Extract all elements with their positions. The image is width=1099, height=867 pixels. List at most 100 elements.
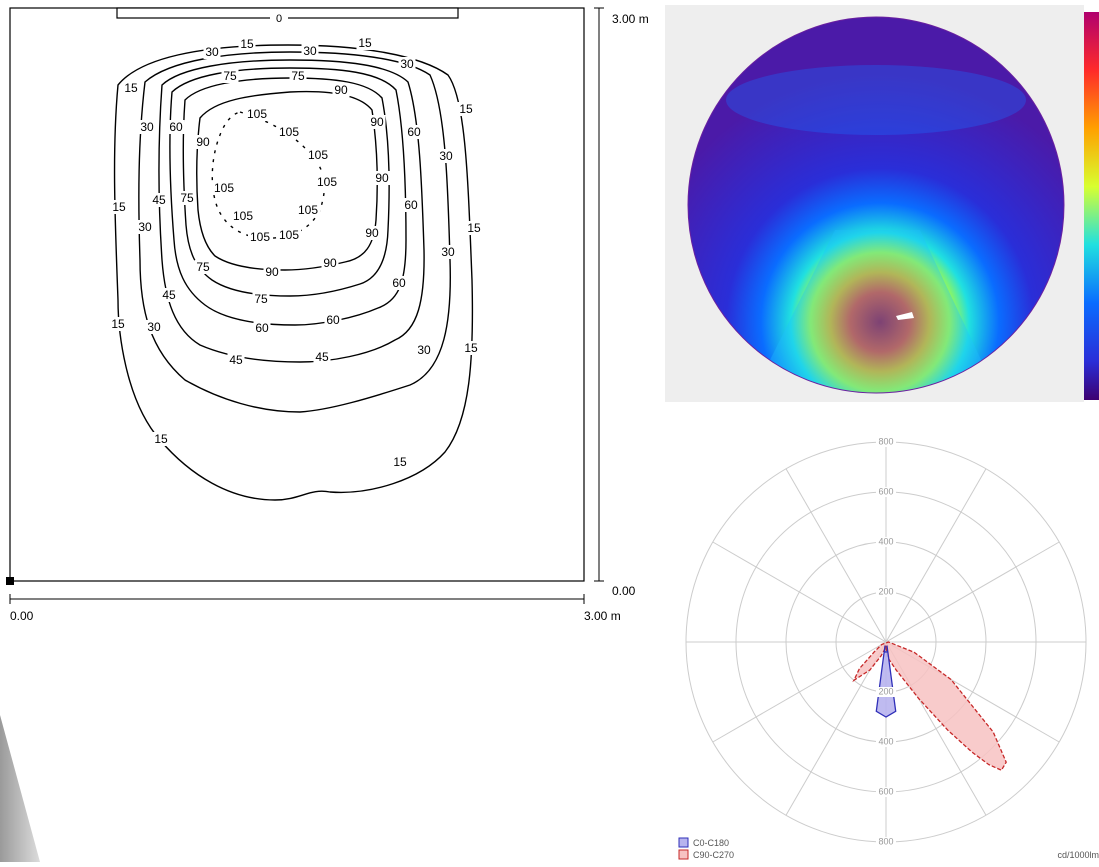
contour-label-15: 15 (152, 432, 170, 446)
contour-label-bg (313, 350, 331, 364)
isoline-60 (169, 67, 407, 326)
contour-label-text: 60 (407, 125, 421, 139)
contour-label-text: 15 (240, 37, 254, 51)
polar-grid-spoke (885, 468, 987, 643)
contour-label-30: 30 (138, 120, 156, 134)
x-axis-tick-label: 3.00 m (584, 609, 621, 623)
contour-label-60: 60 (390, 276, 408, 290)
contour-label-45: 45 (150, 193, 168, 207)
luminaire-label-bg (270, 11, 288, 24)
contour-label-text: 90 (375, 171, 389, 185)
polar-tick-label: 600 (878, 786, 893, 796)
contour-label-text: 90 (323, 256, 337, 270)
contour-label-text: 90 (265, 265, 279, 279)
polar-grid-spoke (885, 541, 1060, 643)
colorbar (1084, 12, 1099, 400)
contour-label-text: 45 (229, 353, 243, 367)
polar-tick-label-bg (876, 487, 896, 497)
contour-label-15: 15 (465, 221, 483, 235)
contour-label-30: 30 (145, 320, 163, 334)
contour-label-bg (122, 81, 140, 95)
polar-tick-label: 400 (878, 736, 893, 746)
contour-label-105: 105 (296, 203, 320, 217)
contour-label-bg (238, 37, 256, 51)
contour-label-30: 30 (415, 343, 433, 357)
isoline-45 (158, 59, 425, 363)
polar-tick-label-bg (876, 737, 896, 747)
contour-label-bg (462, 341, 480, 355)
contour-label-text: 45 (162, 288, 176, 302)
contour-label-text: 60 (392, 276, 406, 290)
contour-label-30: 30 (136, 220, 154, 234)
contour-label-text: 105 (233, 209, 253, 223)
polar-tick-label: 800 (878, 836, 893, 846)
contour-label-105: 105 (315, 175, 339, 189)
contour-label-90: 90 (373, 171, 391, 185)
plot-frame (9, 7, 585, 582)
contour-label-text: 30 (441, 245, 455, 259)
contour-label-45: 45 (160, 288, 178, 302)
contour-label-bg (390, 276, 408, 290)
contour-label-text: 105 (247, 107, 267, 121)
contour-label-60: 60 (324, 313, 342, 327)
contour-label-bg (109, 317, 127, 331)
contour-label-15: 15 (457, 102, 475, 116)
contour-label-bg (356, 36, 374, 50)
contour-label-bg (363, 226, 381, 240)
contour-label-text: 30 (138, 220, 152, 234)
legend-label-c0: C0-C180 (693, 838, 729, 848)
contour-label-bg (136, 220, 154, 234)
contour-label-75: 75 (289, 69, 307, 83)
contour-label-75: 75 (252, 292, 270, 306)
contour-label-bg (263, 265, 281, 279)
contour-label-105: 105 (231, 209, 255, 223)
contour-label-90: 90 (263, 265, 281, 279)
contour-label-bg (231, 209, 255, 223)
y-axis-tick-label: 3.00 m (612, 12, 649, 26)
contour-label-15: 15 (391, 455, 409, 469)
contour-label-bg (301, 44, 319, 58)
contour-label-90: 90 (368, 115, 386, 129)
polar-grid-spoke (712, 641, 887, 743)
contour-label-bg (402, 198, 420, 212)
contour-label-bg (437, 149, 455, 163)
contour-label-30: 30 (203, 45, 221, 59)
polar-grid (685, 441, 1087, 843)
contour-label-text: 60 (255, 321, 269, 335)
contour-label-text: 15 (459, 102, 473, 116)
contour-label-text: 15 (124, 81, 138, 95)
y-axis-tick-label: 0.00 (612, 584, 636, 598)
contour-label-bg (439, 245, 457, 259)
contour-label-60: 60 (167, 120, 185, 134)
isolines (113, 44, 474, 501)
contour-label-bg (332, 83, 350, 97)
contour-label-105: 105 (277, 228, 301, 242)
contour-label-75: 75 (194, 260, 212, 274)
contour-label-bg (368, 115, 386, 129)
contour-label-45: 45 (313, 350, 331, 364)
contour-label-60: 60 (253, 321, 271, 335)
corner-shade (0, 715, 40, 862)
contour-label-text: 15 (358, 36, 372, 50)
contour-label-105: 105 (277, 125, 301, 139)
contour-label-15: 15 (356, 36, 374, 50)
contour-label-text: 30 (205, 45, 219, 59)
contour-label-bg (277, 228, 301, 242)
isoline-75 (182, 77, 390, 297)
contour-plot: 0 0.00 3.00 m 3.00 m 0.00 15 15 15 15 15 15 15… (6, 7, 649, 623)
contour-label-text: 105 (308, 148, 328, 162)
legend-label-c90: C90-C270 (693, 850, 734, 860)
contour-label-text: 30 (140, 120, 154, 134)
contour-label-105: 105 (212, 181, 236, 195)
contour-label-text: 75 (254, 292, 268, 306)
contour-label-text: 15 (467, 221, 481, 235)
contour-label-105: 105 (248, 230, 272, 244)
contour-label-bg (167, 120, 185, 134)
contour-label-text: 15 (393, 455, 407, 469)
isoline-105 (211, 111, 326, 239)
heatmap-field (688, 17, 1064, 393)
contour-label-text: 105 (298, 203, 318, 217)
series-c90-c270 (852, 641, 1007, 772)
contour-label-bg (373, 171, 391, 185)
